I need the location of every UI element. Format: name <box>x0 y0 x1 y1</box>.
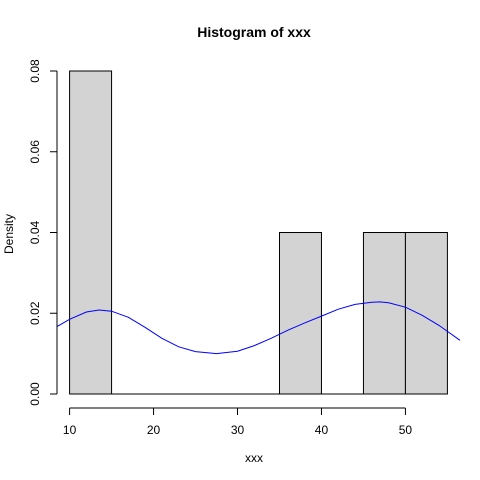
y-tick-label-2: 0.04 <box>28 220 42 244</box>
histogram-bar-0 <box>69 70 113 395</box>
density-curve <box>56 301 461 355</box>
histogram-bar-7 <box>362 232 406 395</box>
chart-title: Histogram of xxx <box>197 24 311 40</box>
y-tick-label-3: 0.06 <box>28 140 42 164</box>
x-tick-label-2: 30 <box>231 423 245 437</box>
x-tick-label-0: 10 <box>63 423 77 437</box>
y-axis-label: Density <box>2 214 16 254</box>
x-axis-label: xxx <box>245 451 263 465</box>
histogram-bars <box>69 70 448 395</box>
histogram-bar-8 <box>404 232 448 395</box>
histogram-bar-5 <box>278 232 322 395</box>
x-axis: 10 20 30 40 50 <box>63 407 413 437</box>
x-tick-label-3: 40 <box>315 423 329 437</box>
y-tick-label-4: 0.08 <box>28 59 42 83</box>
x-tick-label-4: 50 <box>399 423 413 437</box>
y-tick-label-0: 0.00 <box>28 382 42 406</box>
y-tick-label-1: 0.02 <box>28 301 42 325</box>
density-curve-group <box>56 301 461 355</box>
x-tick-label-1: 20 <box>147 423 161 437</box>
y-axis: 0.00 0.02 0.04 0.06 0.08 <box>28 59 58 406</box>
